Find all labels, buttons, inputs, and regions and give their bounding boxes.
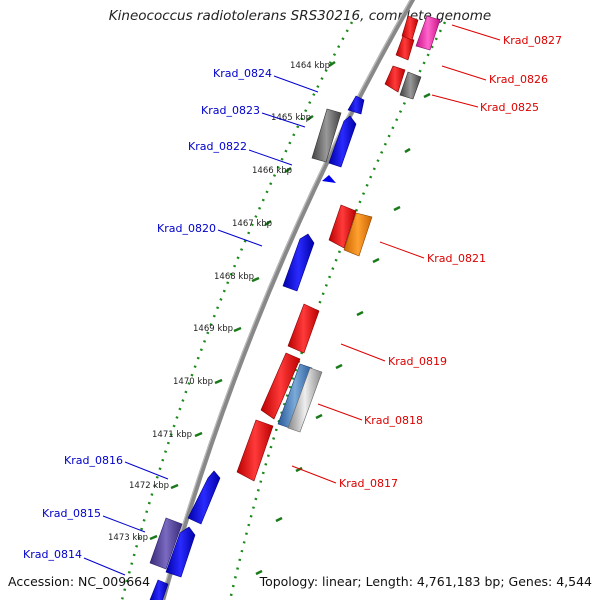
tick-label: 1469 kbp: [193, 324, 233, 334]
gene-label-krad-0818: Krad_0818: [364, 414, 423, 427]
tick-label: 1465 kbp: [271, 113, 311, 123]
gene-krad-0817[interactable]: [236, 419, 274, 482]
reverse-leader-lines: [291, 24, 501, 484]
gene-krad-0818[interactable]: [260, 352, 323, 433]
gene-krad-0821[interactable]: [328, 204, 373, 257]
gene-label-krad-0815: Krad_0815: [42, 507, 101, 520]
tick-label: 1468 kbp: [214, 272, 254, 282]
ruler-tick-labels: 1464 kbp 1465 kbp 1466 kbp 1467 kbp 1468…: [108, 61, 330, 543]
gene-krad-0825[interactable]: [399, 71, 422, 100]
tick-label: 1464 kbp: [290, 61, 330, 71]
accession-text: Accession: NC_009664: [8, 574, 151, 589]
gene-krad-0820[interactable]: [282, 233, 315, 292]
tick-label: 1470 kbp: [173, 377, 213, 387]
gene-label-krad-0814: Krad_0814: [23, 548, 82, 561]
genome-summary-text: Topology: linear; Length: 4,761,183 bp; …: [259, 574, 592, 589]
gene-krad-0815[interactable]: [149, 517, 196, 578]
tick-label: 1466 kbp: [252, 166, 292, 176]
reverse-gene-labels: Krad_0827 Krad_0826 Krad_0825 Krad_0821 …: [339, 34, 562, 490]
gene-label-krad-0824: Krad_0824: [213, 67, 272, 80]
ruler-ticks: [149, 60, 336, 541]
gene-krad-0819[interactable]: [287, 303, 320, 354]
gene-krad-0823[interactable]: [311, 108, 357, 168]
forward-gene-labels: Krad_0824 Krad_0823 Krad_0822 Krad_0820 …: [23, 67, 272, 561]
gene-label-krad-0822: Krad_0822: [188, 140, 247, 153]
forward-leader-lines: [83, 75, 319, 576]
gene-label-krad-0816: Krad_0816: [64, 454, 123, 467]
gene-label-krad-0820: Krad_0820: [157, 222, 216, 235]
reverse-track-guide: [228, 21, 447, 600]
map-title: Kineococcus radiotolerans SRS30216, comp…: [108, 8, 492, 24]
gene-label-krad-0826: Krad_0826: [489, 73, 548, 86]
gene-label-krad-0821: Krad_0821: [427, 252, 486, 265]
tick-label: 1467 kbp: [232, 219, 272, 229]
gene-label-krad-0817: Krad_0817: [339, 477, 398, 490]
gene-krad-0814[interactable]: [149, 579, 169, 600]
tick-label: 1472 kbp: [129, 481, 169, 491]
gene-krad-0824[interactable]: [347, 95, 365, 115]
gene-label-krad-0823: Krad_0823: [201, 104, 260, 117]
reverse-ticks: [255, 92, 431, 576]
gene-label-krad-0825: Krad_0825: [480, 101, 539, 114]
tick-label: 1471 kbp: [152, 430, 192, 440]
gene-krad-0826[interactable]: [384, 65, 406, 93]
gene-krad-0822[interactable]: [322, 175, 336, 183]
gene-krad-0816[interactable]: [187, 470, 221, 525]
gene-label-krad-0827: Krad_0827: [503, 34, 562, 47]
gene-krad-0827[interactable]: [395, 15, 441, 61]
tick-label: 1473 kbp: [108, 533, 148, 543]
gene-label-krad-0819: Krad_0819: [388, 355, 447, 368]
genome-backbone: [160, 0, 416, 600]
